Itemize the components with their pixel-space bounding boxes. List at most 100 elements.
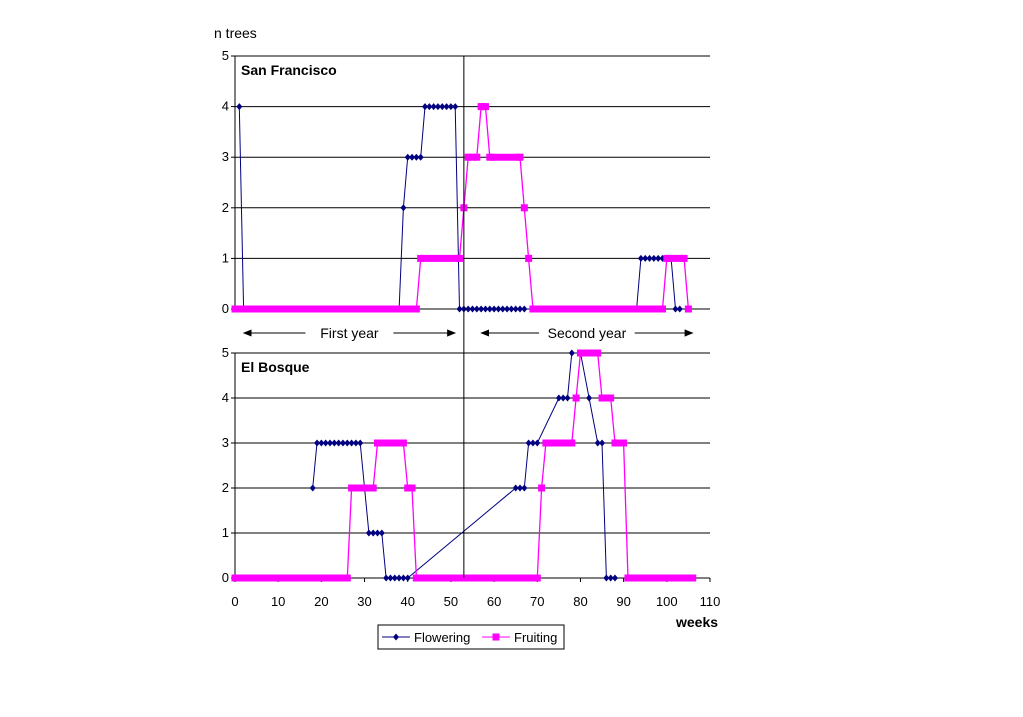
x-tick-label: 20: [314, 594, 328, 609]
data-point: [331, 439, 338, 447]
x-tick-label: 40: [400, 594, 414, 609]
x-tick-label: 100: [656, 594, 678, 609]
data-point: [517, 484, 523, 492]
data-point: [538, 484, 546, 492]
y-tick-label: 4: [222, 390, 229, 405]
data-point: [314, 439, 321, 447]
x-tick-label: 0: [231, 594, 238, 609]
data-point: [599, 439, 606, 447]
x-tick-label: 90: [616, 594, 630, 609]
data-point: [525, 439, 532, 447]
data-point: [383, 574, 390, 582]
data-point: [655, 254, 662, 262]
legend-label: Flowering: [414, 630, 470, 645]
legend-item-flowering: Flowering: [382, 630, 470, 645]
data-point: [469, 305, 476, 313]
data-point: [529, 439, 536, 447]
y-tick-label: 4: [222, 99, 229, 114]
data-point: [413, 153, 420, 161]
panel-1: 0 1 2 3 4 5 El Bosque: [222, 345, 711, 585]
data-point: [564, 394, 571, 402]
data-point: [430, 103, 437, 111]
series-line: [235, 352, 693, 579]
x-tick-label: 50: [444, 594, 458, 609]
data-point: [335, 439, 342, 447]
data-point: [434, 103, 441, 111]
data-point: [417, 153, 424, 161]
data-point: [404, 574, 411, 582]
data-point: [520, 204, 528, 212]
x-tick-label: 110: [700, 594, 721, 609]
legend: Flowering Fruiting: [377, 624, 565, 650]
x-tick-label: 10: [271, 594, 285, 609]
data-point: [456, 305, 463, 313]
data-point: [517, 305, 523, 313]
data-point: [512, 305, 519, 313]
series-flowering: [236, 103, 683, 313]
x-tick-label: 60: [487, 594, 501, 609]
data-point: [572, 394, 580, 402]
y-tick-label: 1: [222, 525, 229, 540]
x-tick-label: 80: [573, 594, 587, 609]
data-point: [525, 254, 533, 262]
legend-marker: [492, 633, 500, 641]
data-point: [452, 103, 459, 111]
data-point: [400, 204, 407, 212]
data-point: [426, 103, 433, 111]
data-point: [348, 439, 355, 447]
panel-title: El Bosque: [241, 359, 310, 375]
data-point: [642, 254, 649, 262]
data-point: [387, 574, 394, 582]
data-point: [521, 305, 528, 313]
data-point: [594, 439, 601, 447]
data-point: [422, 103, 428, 111]
data-point: [391, 574, 398, 582]
data-point: [318, 439, 325, 447]
y-tick-label: 1: [222, 250, 229, 265]
data-point: [491, 305, 498, 313]
data-point: [676, 305, 683, 313]
data-point: [309, 484, 316, 492]
data-point: [672, 305, 679, 313]
x-tick-label: 30: [357, 594, 371, 609]
x-tick-labels: 0 10 20 30 40 50 60 70 80 90 100 110: [231, 594, 720, 609]
data-point: [486, 305, 493, 313]
data-point: [378, 529, 385, 537]
data-point: [650, 254, 657, 262]
legend-item-fruiting: Fruiting: [482, 630, 557, 645]
data-point: [370, 529, 377, 537]
y-tick-label: 0: [222, 570, 229, 585]
data-point: [499, 305, 506, 313]
data-point: [404, 153, 411, 161]
data-point: [512, 484, 519, 492]
data-point: [482, 305, 489, 313]
data-point: [374, 529, 381, 537]
data-point: [236, 103, 243, 111]
y-tick-label: 5: [222, 48, 229, 63]
data-point: [568, 349, 575, 357]
data-point: [607, 574, 614, 582]
data-point: [612, 574, 618, 582]
panels: 0 1 2 3 4 5 San Francisco 0 1 2 3 4 5 El Bosque: [222, 48, 711, 585]
data-point: [603, 574, 610, 582]
data-point: [439, 103, 446, 111]
legend-label: Fruiting: [514, 630, 557, 645]
data-point: [555, 394, 562, 402]
data-point: [495, 305, 502, 313]
data-point: [637, 254, 644, 262]
panel-title: San Francisco: [241, 62, 337, 78]
data-point: [504, 305, 511, 313]
x-axis-label: weeks: [675, 614, 718, 630]
data-point: [327, 439, 333, 447]
data-point: [447, 103, 454, 111]
data-point: [409, 153, 416, 161]
y-tick-label: 2: [222, 200, 229, 215]
panel-0: 0 1 2 3 4 5 San Francisco: [222, 48, 710, 316]
year-label: First year: [320, 325, 379, 341]
y-tick-label: 0: [222, 301, 229, 316]
series-fruiting: [231, 103, 692, 313]
year-label: Second year: [548, 325, 627, 341]
data-point: [478, 305, 485, 313]
data-point: [586, 394, 593, 402]
data-point: [473, 305, 480, 313]
